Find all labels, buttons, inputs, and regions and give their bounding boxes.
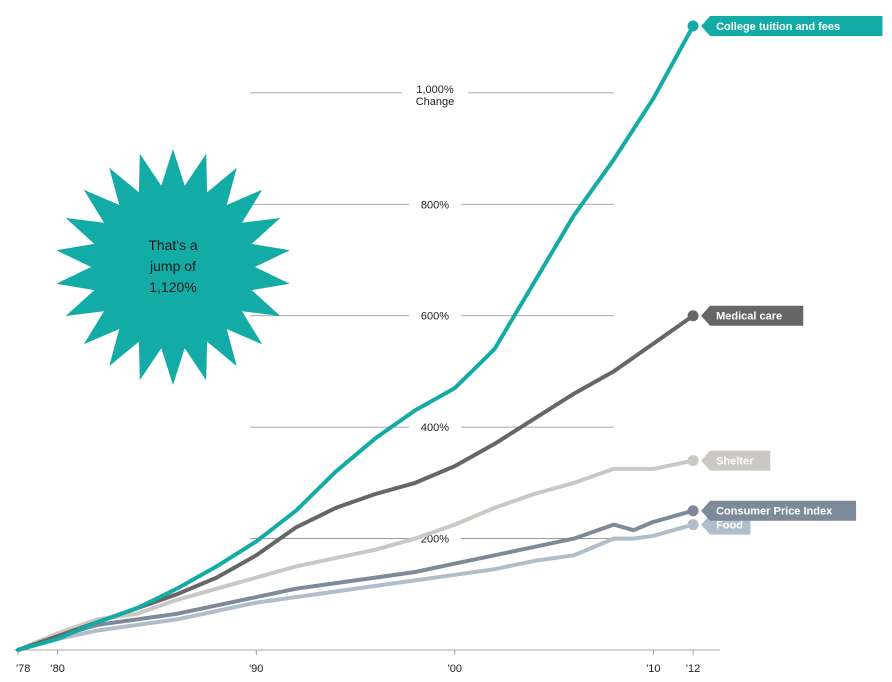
series-label-tag: College tuition and fees (701, 16, 883, 36)
series-layer (16, 20, 699, 652)
series-line (16, 522, 696, 652)
annotation-line-2: jump of (149, 258, 196, 274)
series-end-dot (687, 20, 699, 32)
series-label-text: Food (716, 520, 743, 532)
series-labels: Food Consumer Price Index Shelter Medical c… (701, 16, 883, 535)
series-end-dot (687, 505, 699, 517)
annotation-line-1: That's a (148, 237, 198, 253)
y-tick-label: 200% (421, 534, 449, 546)
series-label-tag: Shelter (701, 450, 771, 471)
x-tick-label: '78 (16, 663, 30, 675)
starburst-annotation: That's a jump of 1,120% (56, 149, 290, 385)
series-label-bg (701, 450, 771, 471)
series-label-text: College tuition and fees (716, 21, 840, 33)
series-label-bg (701, 16, 883, 36)
series-line (16, 458, 696, 652)
series-line (16, 313, 696, 652)
series-label-text: Medical care (716, 311, 782, 323)
series-label-text: Consumer Price Index (716, 506, 833, 518)
series-label-bg (701, 500, 857, 521)
y-tick-label: 600% (421, 311, 449, 323)
series-label-bg (701, 305, 804, 326)
x-axis: '78 '80 '90 '00 '10 '12 (16, 650, 700, 675)
y-tick-label: 1,000% (416, 84, 454, 96)
series-line (16, 508, 696, 652)
series-label-text: Shelter (716, 456, 754, 468)
series-line (16, 24, 696, 652)
y-tick-label: Change (416, 96, 455, 108)
x-tick-label: '80 (51, 663, 65, 675)
x-tick-label: '10 (646, 663, 660, 675)
series-end-dot (687, 455, 699, 467)
x-tick-label: '00 (448, 663, 462, 675)
series-label-tag: Consumer Price Index (701, 500, 857, 521)
x-tick-label: '90 (249, 663, 263, 675)
series-end-dot (687, 310, 699, 322)
x-tick-label: '12 (686, 663, 700, 675)
starburst-shape (56, 149, 290, 385)
y-tick-label: 400% (421, 422, 449, 434)
series-label-tag: Medical care (701, 305, 804, 326)
annotation-line-3: 1,120% (149, 279, 196, 295)
series-end-dot (687, 519, 699, 531)
grid-layer: 1,000%Change 800% 600% 400% 200% (14, 84, 720, 651)
y-tick-label: 800% (421, 199, 449, 211)
